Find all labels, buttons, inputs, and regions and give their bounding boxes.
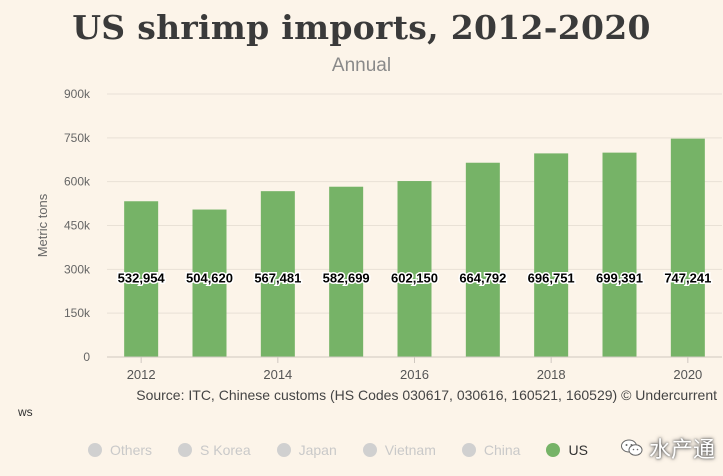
bar-2015[interactable]	[329, 186, 364, 357]
legend-label: Japan	[298, 442, 337, 458]
x-tick-label: 2020	[673, 367, 702, 382]
legend-label: Vietnam	[384, 442, 436, 458]
legend-marker	[88, 443, 102, 457]
legend-item-others[interactable]: Others	[88, 442, 152, 458]
y-tick-label: 750k	[64, 131, 91, 145]
legend-item-japan[interactable]: Japan	[276, 442, 337, 458]
x-tick-label: 2014	[263, 367, 292, 382]
bar-2020[interactable]	[670, 138, 705, 357]
data-label: 582,699	[323, 270, 370, 285]
y-tick-label: 600k	[64, 175, 91, 189]
legend-marker	[178, 443, 193, 457]
legend-item-us[interactable]: US	[546, 442, 588, 458]
data-label: 602,150	[391, 270, 438, 285]
chart-subtitle: Annual	[331, 55, 392, 76]
data-label: 747,241	[664, 270, 711, 285]
data-label: 532,954	[118, 270, 166, 285]
data-label: 567,481	[254, 270, 301, 285]
x-tick-label: 2018	[537, 367, 566, 382]
chart-title: US shrimp imports, 2012-2020	[72, 8, 651, 47]
legend-label: US	[568, 442, 588, 458]
data-label: 699,391	[596, 270, 643, 285]
legend-marker	[362, 443, 377, 457]
wechat-icon	[620, 439, 643, 456]
legend-marker	[461, 443, 476, 457]
watermark-text: 水产通	[648, 438, 715, 463]
bar-2018[interactable]	[534, 153, 569, 357]
chart-source: Source: ITC, Chinese customs (HS Codes 0…	[136, 387, 717, 403]
legend-label: China	[483, 442, 521, 458]
bar-2014[interactable]	[260, 191, 295, 357]
bar-2019[interactable]	[602, 152, 637, 357]
bar-2017[interactable]	[465, 162, 500, 357]
legend-label: S Korea	[200, 442, 251, 458]
bar-2013[interactable]	[192, 209, 227, 357]
legend-item-vietnam[interactable]: Vietnam	[362, 442, 436, 458]
chart-legend: Others S Korea Japan Vietnam China US	[88, 442, 614, 458]
data-label: 664,792	[459, 270, 506, 285]
bar-chart: 532,954 504,620 567,481 582,699 602,150 664,7…	[35, 87, 722, 382]
y-tick-label: 0	[83, 350, 90, 364]
legend-item-china[interactable]: China	[461, 442, 521, 458]
y-tick-label: 300k	[64, 262, 91, 276]
y-tick-label: 900k	[64, 87, 91, 101]
legend-marker	[546, 443, 561, 457]
bar-2012[interactable]	[124, 201, 159, 357]
data-label: 696,751	[528, 270, 575, 285]
x-tick-label: 2012	[127, 367, 156, 382]
legend-label: Others	[110, 442, 153, 458]
x-tick-label: 2016	[400, 367, 429, 382]
y-tick-label: 450k	[64, 219, 91, 233]
legend-item-s-korea[interactable]: S Korea	[178, 442, 251, 458]
legend-marker	[276, 443, 291, 457]
watermark: 水产通	[620, 432, 715, 464]
y-axis-label: Metric tons	[35, 193, 50, 257]
data-label: 504,620	[186, 270, 233, 285]
y-tick-label: 150k	[64, 306, 91, 320]
bar-2016[interactable]	[397, 181, 432, 357]
legend-fragment-text: ws	[18, 405, 33, 419]
